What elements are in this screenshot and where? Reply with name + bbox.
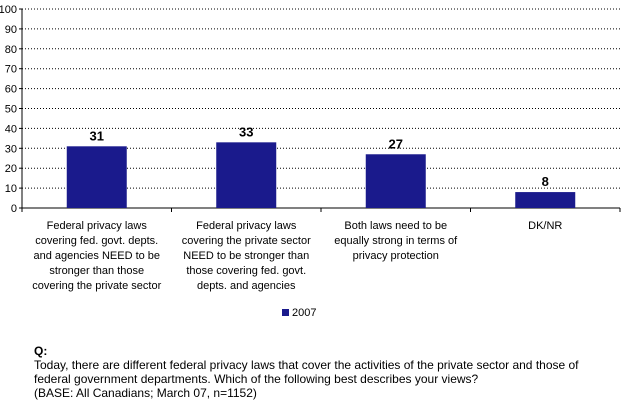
legend: 2007 xyxy=(282,307,316,319)
category-label-1: Federal privacy laws covering the private… xyxy=(182,220,311,292)
bar-1 xyxy=(216,142,277,208)
category-label-0-line-0: Federal privacy laws xyxy=(47,220,148,232)
category-label-1-line-4: depts. and agencies xyxy=(197,280,296,292)
data-label-3: 8 xyxy=(542,174,549,189)
question-line-1: Today, there are different federal priva… xyxy=(34,358,579,372)
y-tick-label-100: 100 xyxy=(0,4,17,16)
category-label-0-line-3: stronger than those xyxy=(49,265,144,277)
y-tick-label-60: 60 xyxy=(5,84,17,96)
question-label: Q: xyxy=(34,344,48,358)
legend-label-2007: 2007 xyxy=(292,307,316,319)
bar-0 xyxy=(66,146,127,208)
gridlines xyxy=(22,8,620,189)
bars xyxy=(66,142,576,208)
y-tick-label-10: 10 xyxy=(5,183,17,195)
category-label-1-line-2: NEED to be stronger than xyxy=(183,250,309,262)
category-label-2-line-1: equally strong in terms of xyxy=(334,235,458,247)
question-line-2: federal government departments. Which of… xyxy=(34,372,479,386)
category-label-1-line-1: covering the private sector xyxy=(182,235,311,247)
category-label-2: Both laws need to be equally strong in te… xyxy=(334,220,458,262)
category-label-0-line-2: and agencies NEED to be xyxy=(33,250,160,262)
y-tick-label-50: 50 xyxy=(5,104,17,116)
category-label-2-line-0: Both laws need to be xyxy=(344,220,447,232)
category-label-1-line-3: those covering fed. govt. xyxy=(186,265,306,277)
data-label-1: 33 xyxy=(239,124,253,139)
category-label-2-line-2: privacy protection xyxy=(353,250,439,262)
y-tick-label-40: 40 xyxy=(5,123,17,135)
question-base-note: (BASE: All Canadians; March 07, n=1152) xyxy=(34,386,257,400)
category-label-1-line-0: Federal privacy laws xyxy=(196,220,297,232)
data-label-2: 27 xyxy=(389,136,403,151)
y-tick-label-0: 0 xyxy=(11,203,17,215)
labels: 31 Federal privacy laws covering fed. govt… xyxy=(32,124,562,292)
category-label-3-line-0: DK/NR xyxy=(528,220,562,232)
bar-chart: 0 10 20 30 40 50 60 70 80 90 100 31 Federal privacy… xyxy=(0,4,621,319)
bar-3 xyxy=(515,192,576,208)
y-tick-label-20: 20 xyxy=(5,163,17,175)
category-label-0-line-1: covering fed. govt. depts. xyxy=(35,235,158,247)
y-tick-label-70: 70 xyxy=(5,64,17,76)
y-tick-label-90: 90 xyxy=(5,24,17,36)
bar-2 xyxy=(365,154,426,208)
survey-question: Q: Today, there are different federal pr… xyxy=(34,344,624,400)
data-label-0: 31 xyxy=(90,128,104,143)
category-label-0: Federal privacy laws covering fed. govt. … xyxy=(32,220,161,292)
y-tick-label-30: 30 xyxy=(5,143,17,155)
category-label-3: DK/NR xyxy=(528,220,562,232)
legend-swatch xyxy=(282,309,289,316)
y-tick-label-80: 80 xyxy=(5,44,17,56)
category-label-0-line-4: covering the private sector xyxy=(32,280,161,292)
